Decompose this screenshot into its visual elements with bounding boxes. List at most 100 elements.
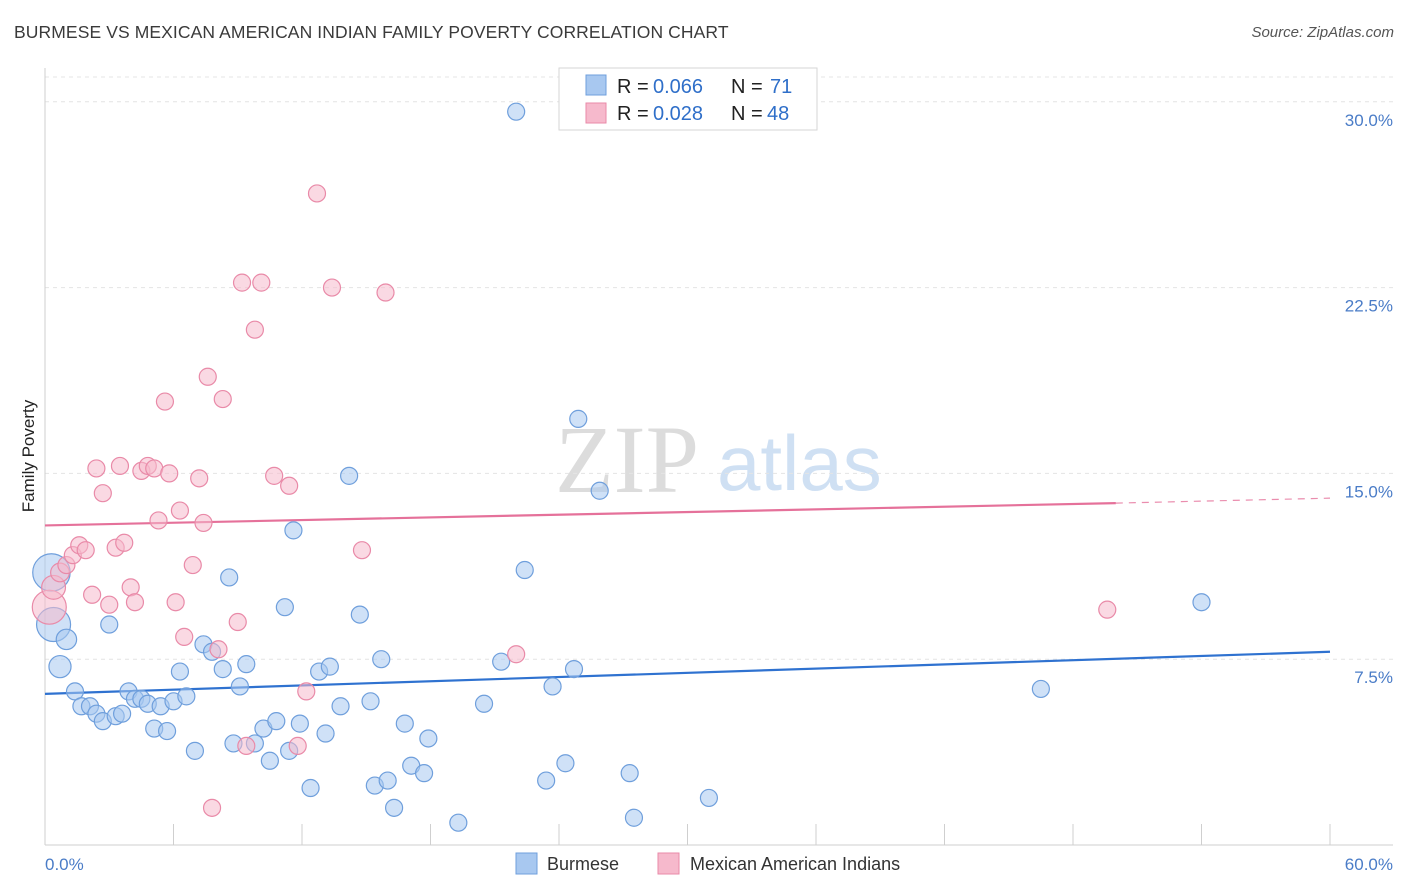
point-mexican-45	[507, 645, 526, 664]
source-credit: Source: ZipAtlas.com	[1251, 24, 1394, 41]
point-mexican-10	[100, 595, 119, 614]
legend-r-value-1: 0.066	[653, 76, 703, 98]
point-burmese-32	[260, 751, 279, 770]
point-burmese-58	[515, 560, 534, 580]
legend-n-label-2: N =	[731, 103, 763, 125]
point-mexican-24	[175, 627, 194, 646]
point-mexican-28	[198, 367, 217, 386]
point-burmese-3	[55, 628, 78, 651]
bottom-legend-mexican: Mexican American Indians	[690, 854, 900, 874]
point-burmese-65	[620, 764, 639, 783]
y-tick-label-3: 30.0%	[1345, 111, 1393, 130]
point-mexican-30	[209, 640, 228, 659]
point-burmese-20	[170, 662, 190, 681]
point-mexican-42	[322, 278, 342, 297]
point-mexican-27	[194, 513, 213, 533]
point-burmese-45	[361, 692, 380, 711]
legend-r-value-2: 0.028	[653, 103, 703, 125]
point-burmese-53	[419, 729, 438, 748]
point-mexican-26	[190, 469, 209, 488]
legend-swatch-burmese	[585, 74, 607, 96]
y-tick-label-0: 7.5%	[1354, 668, 1393, 687]
point-mexican-31	[213, 389, 232, 409]
point-burmese-66	[624, 808, 644, 827]
legend-n-value-1: 71	[770, 76, 792, 98]
y-axis-label: Family Poverty	[19, 399, 38, 512]
point-burmese-55	[474, 694, 494, 713]
point-burmese-36	[284, 521, 303, 540]
point-burmese-29	[237, 655, 256, 674]
point-burmese-37	[290, 714, 309, 733]
legend-n-value-2: 48	[767, 103, 789, 125]
point-burmese-11	[112, 704, 132, 723]
point-burmese-52	[414, 764, 434, 783]
y-tick-label-2: 22.5%	[1345, 297, 1393, 316]
trend-line-burmese	[44, 650, 1331, 695]
point-mexican-40	[297, 682, 316, 701]
point-burmese-25	[213, 660, 232, 679]
point-mexican-7	[83, 585, 102, 604]
point-burmese-40	[316, 724, 335, 743]
point-burmese-47	[372, 650, 391, 669]
point-mexican-34	[237, 736, 256, 756]
point-burmese-61	[556, 754, 575, 773]
point-mexican-35	[245, 320, 264, 339]
x-tick-label-0: 0.0%	[45, 855, 84, 874]
point-burmese-28	[230, 677, 249, 696]
point-burmese-54	[449, 813, 468, 832]
point-mexican-9	[93, 484, 112, 503]
point-mexican-25	[183, 555, 202, 575]
legend-r-label-1: R =	[617, 76, 649, 98]
trend-line-extension-mexican	[1115, 497, 1331, 504]
point-burmese-18	[157, 721, 177, 741]
point-burmese-21	[177, 687, 196, 706]
top-legend: R = 0.066 N = 71 R = 0.028 N = 48	[558, 67, 818, 131]
point-mexican-21	[160, 464, 179, 483]
point-mexican-19	[149, 511, 168, 530]
point-mexican-44	[376, 283, 395, 302]
point-mexican-6	[76, 541, 95, 560]
watermark-atlas: atlas	[717, 419, 882, 507]
point-mexican-39	[288, 736, 307, 756]
point-mexican-33	[232, 273, 252, 292]
point-burmese-48	[378, 771, 397, 790]
point-burmese-42	[331, 697, 350, 716]
point-mexican-20	[155, 392, 175, 411]
point-burmese-67	[699, 788, 719, 808]
bottom-legend-swatch-burmese	[515, 852, 538, 875]
point-burmese-33	[267, 712, 286, 731]
point-mexican-37	[265, 466, 284, 485]
point-burmese-22	[185, 741, 205, 760]
bottom-legend: Burmese Mexican American Indians	[515, 852, 900, 875]
point-burmese-64	[590, 481, 609, 500]
point-burmese-69	[1192, 593, 1211, 612]
point-mexican-22	[166, 593, 185, 612]
chart-title: BURMESE VS MEXICAN AMERICAN INDIAN FAMIL…	[14, 22, 729, 42]
legend-n-label-1: N =	[731, 76, 763, 98]
axes: 7.5% 15.0% 22.5% 30.0% 0.0% 60.0%	[44, 68, 1393, 874]
point-mexican-46	[1098, 600, 1117, 619]
point-mexican-23	[170, 501, 190, 520]
point-burmese-41	[320, 657, 339, 676]
point-mexican-43	[352, 541, 372, 560]
point-mexican-15	[125, 593, 145, 612]
gridlines	[45, 76, 1393, 660]
point-burmese-44	[350, 605, 369, 624]
point-burmese-59	[537, 771, 556, 790]
point-mexican-12	[110, 456, 130, 476]
legend-r-label-2: R =	[617, 103, 649, 125]
point-burmese-26	[220, 568, 239, 587]
trend-lines	[44, 497, 1331, 695]
point-burmese-9	[100, 615, 119, 634]
point-burmese-56	[492, 652, 511, 671]
point-burmese-60	[543, 677, 562, 696]
point-mexican-29	[202, 798, 222, 817]
point-mexican-36	[252, 273, 271, 292]
point-mexican-13	[115, 533, 134, 552]
point-burmese-62	[564, 660, 584, 679]
legend-swatch-mexican	[585, 102, 607, 124]
point-burmese-57	[507, 102, 526, 121]
point-mexican-41	[307, 184, 327, 203]
x-tick-label-1: 60.0%	[1345, 855, 1393, 874]
y-tick-label-1: 15.0%	[1345, 482, 1393, 501]
